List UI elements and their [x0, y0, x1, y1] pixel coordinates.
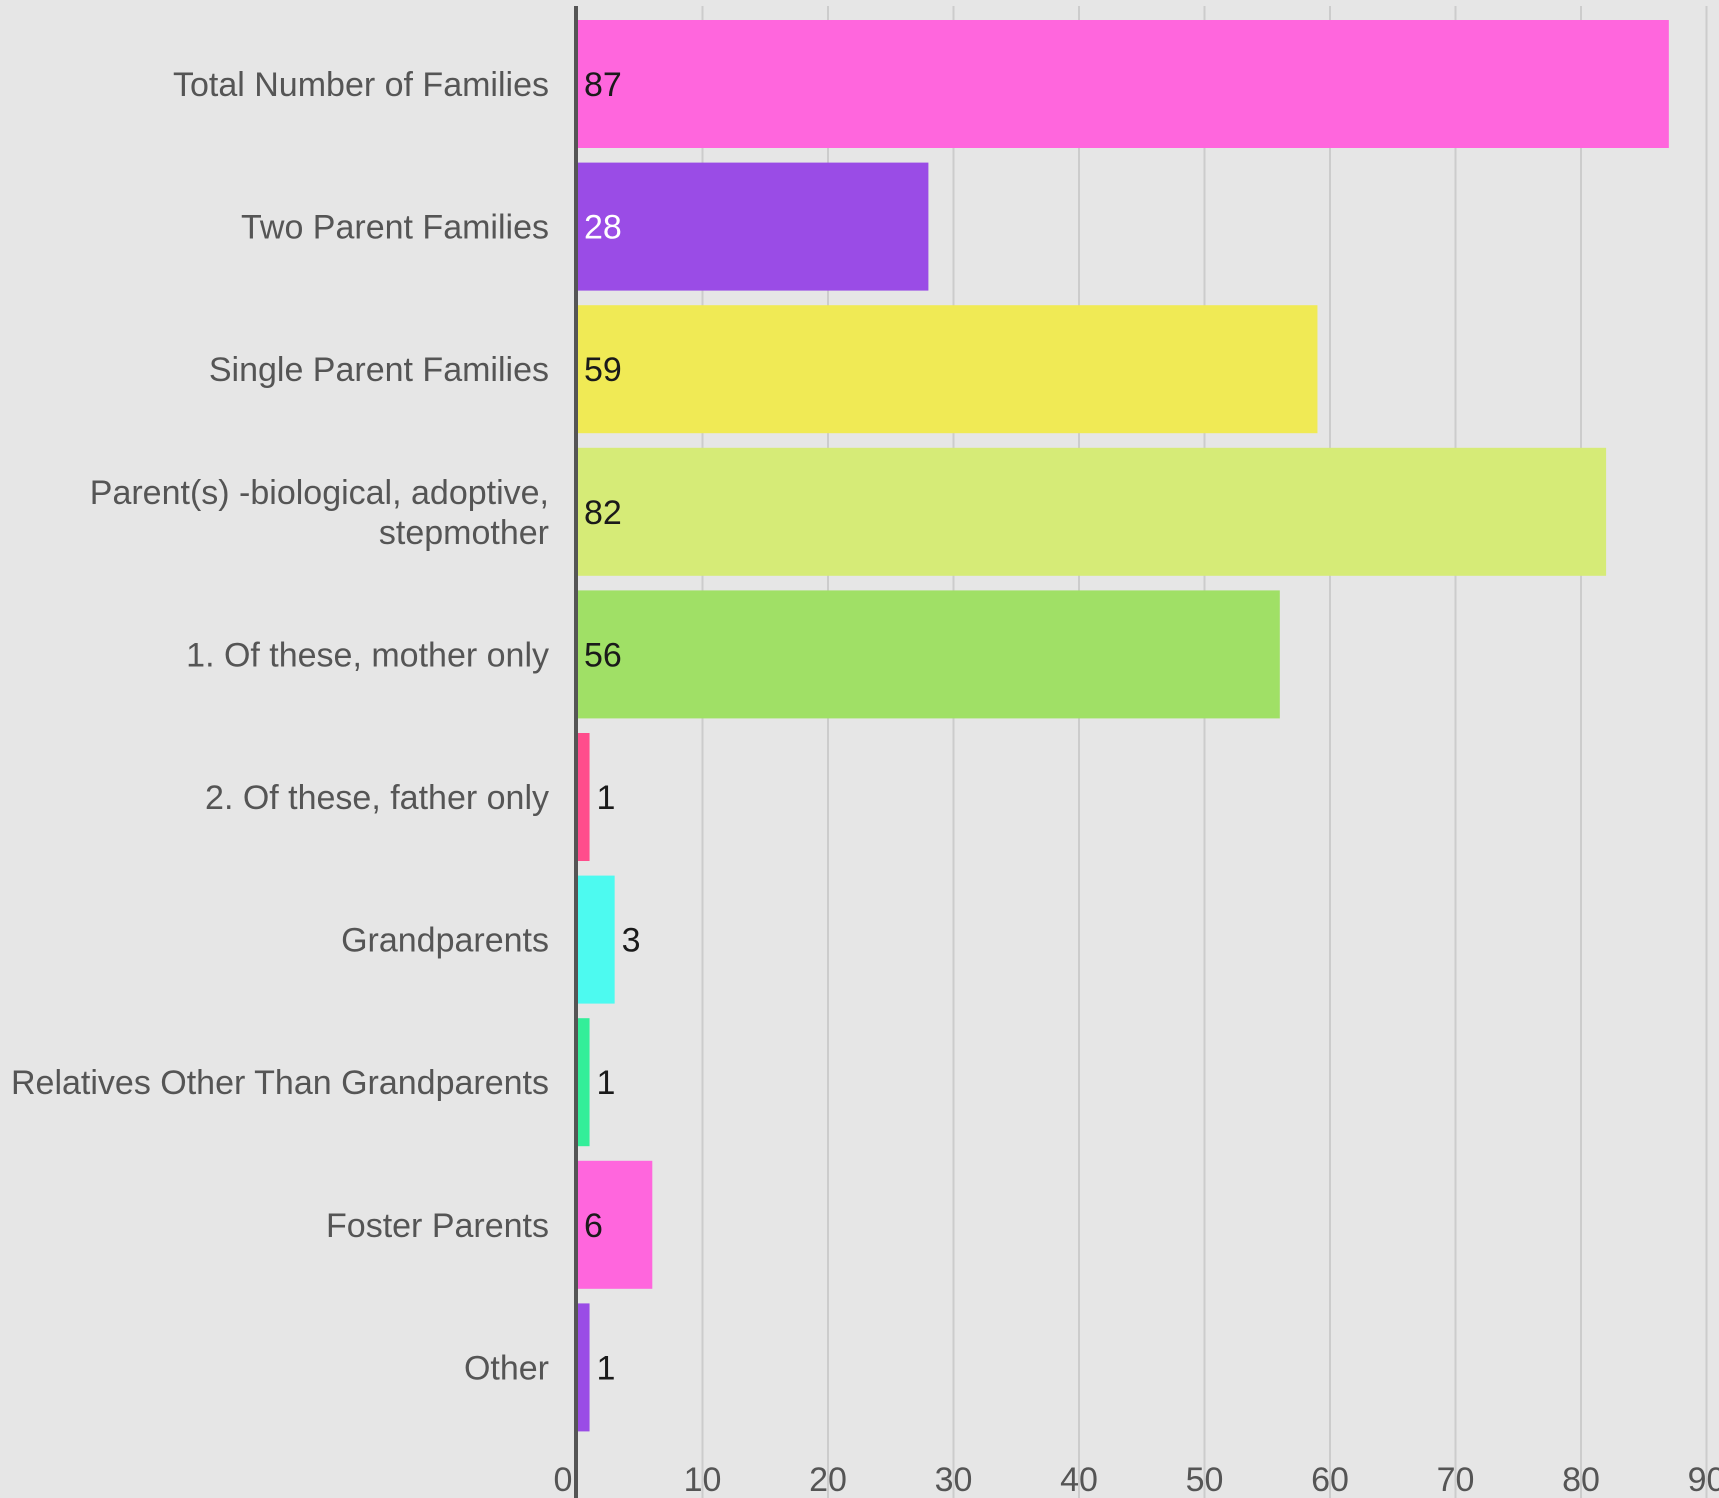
x-tick-label: 70	[1437, 1461, 1475, 1498]
data-label: 6	[584, 1207, 603, 1245]
category-label: 1. Of these, mother only	[186, 636, 549, 674]
bar	[577, 1303, 590, 1432]
bar	[577, 733, 590, 861]
category-label: Parent(s) -biological, adoptive, stepmoth…	[90, 474, 549, 552]
bar	[577, 875, 615, 1004]
bar	[577, 590, 1280, 719]
bar	[577, 447, 1607, 576]
x-tick-label: 60	[1311, 1461, 1349, 1498]
data-label: 82	[584, 494, 622, 532]
category-label: 2. Of these, father only	[205, 779, 549, 817]
category-label: Foster Parents	[326, 1207, 549, 1245]
x-tick-label: 90	[1688, 1461, 1719, 1498]
data-label: 3	[622, 922, 641, 960]
x-tick-label: 20	[809, 1461, 847, 1498]
x-tick-label: 10	[684, 1461, 722, 1498]
data-label: 87	[584, 66, 622, 104]
bar	[577, 20, 1669, 148]
bar	[577, 1018, 590, 1147]
x-tick-label: 50	[1186, 1461, 1224, 1498]
category-label: Single Parent Families	[209, 351, 549, 389]
data-label: 59	[584, 351, 622, 389]
data-label: 56	[584, 636, 622, 674]
x-tick-label: 80	[1562, 1461, 1600, 1498]
bar	[577, 305, 1318, 434]
category-label: Other	[464, 1349, 549, 1387]
data-label: 1	[597, 779, 616, 817]
x-tick-label: 40	[1060, 1461, 1098, 1498]
data-label: 1	[597, 1349, 616, 1387]
data-label: 28	[584, 209, 622, 247]
bar	[577, 1160, 653, 1289]
category-label: Grandparents	[341, 922, 549, 960]
x-tick-label: 30	[935, 1461, 973, 1498]
x-tick-label: 0	[554, 1461, 573, 1498]
category-label: Total Number of Families	[173, 66, 549, 104]
category-label: Two Parent Families	[241, 209, 549, 247]
bar	[577, 162, 929, 291]
data-label: 1	[597, 1064, 616, 1102]
category-label: Relatives Other Than Grandparents	[11, 1064, 549, 1102]
